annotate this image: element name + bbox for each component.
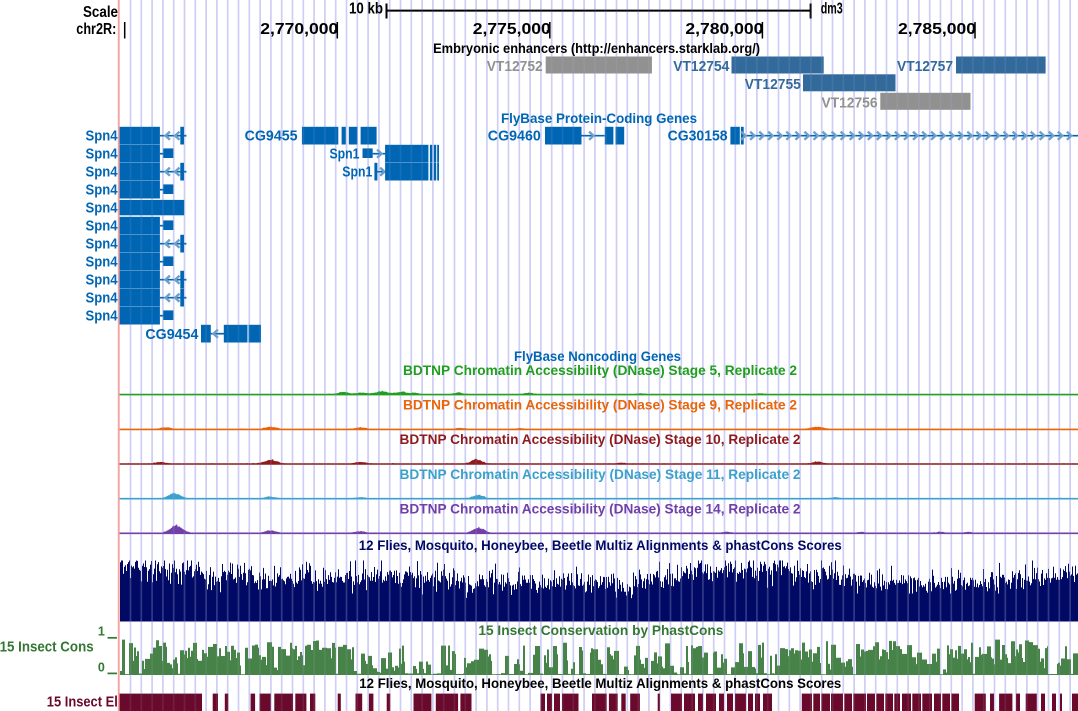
svg-text:BDTNP Chromatin Accessibility: BDTNP Chromatin Accessibility (DNase) St…	[400, 466, 801, 482]
svg-text:BDTNP Chromatin Accessibility: BDTNP Chromatin Accessibility (DNase) St…	[403, 362, 797, 378]
svg-text:CG9455: CG9455	[245, 128, 298, 145]
svg-text:2,780,000: 2,780,000	[685, 21, 763, 38]
svg-text:2,775,000: 2,775,000	[473, 21, 551, 38]
svg-text:0: 0	[98, 661, 105, 675]
svg-text:Spn4: Spn4	[86, 308, 119, 325]
svg-text:Spn4: Spn4	[86, 182, 119, 199]
svg-text:VT12752: VT12752	[487, 58, 543, 75]
svg-text:2,770,000: 2,770,000	[260, 21, 338, 38]
svg-text:Embryonic enhancers (http://en: Embryonic enhancers (http://enhancers.st…	[433, 41, 760, 56]
svg-text:Spn4: Spn4	[86, 128, 119, 145]
svg-text:dm3: dm3	[821, 0, 843, 17]
svg-text:Spn1: Spn1	[342, 164, 372, 181]
svg-text:VT12756: VT12756	[822, 94, 878, 111]
svg-text:Spn4: Spn4	[86, 236, 119, 253]
svg-text:15 Insect Conservation by Phas: 15 Insect Conservation by PhastCons	[478, 622, 723, 638]
svg-text:CG9460: CG9460	[488, 128, 541, 145]
svg-text:Scale: Scale	[83, 4, 118, 21]
svg-text:Spn1: Spn1	[330, 146, 360, 163]
svg-text:Spn4: Spn4	[86, 254, 119, 271]
svg-text:Spn4: Spn4	[86, 218, 119, 235]
svg-text:FlyBase Noncoding Genes: FlyBase Noncoding Genes	[514, 348, 681, 364]
svg-text:BDTNP Chromatin Accessibility: BDTNP Chromatin Accessibility (DNase) St…	[400, 431, 801, 447]
svg-text:12 Flies, Mosquito, Honeybee,: 12 Flies, Mosquito, Honeybee, Beetle Mul…	[359, 537, 842, 553]
svg-text:VT12757: VT12757	[897, 58, 953, 75]
svg-text:15 Insect El: 15 Insect El	[47, 693, 118, 710]
svg-text:12 Flies, Mosquito, Honeybee,: 12 Flies, Mosquito, Honeybee, Beetle Mul…	[359, 675, 841, 691]
svg-text:BDTNP Chromatin Accessibility: BDTNP Chromatin Accessibility (DNase) St…	[400, 501, 801, 517]
svg-text:chr2R:: chr2R:	[76, 21, 116, 38]
svg-text:Spn4: Spn4	[86, 146, 119, 163]
svg-text:VT12754: VT12754	[673, 58, 730, 75]
svg-text:Spn4: Spn4	[86, 200, 119, 217]
svg-text:1: 1	[98, 625, 105, 639]
svg-text:15 Insect Cons: 15 Insect Cons	[0, 638, 94, 655]
svg-text:CG9454: CG9454	[145, 326, 199, 343]
svg-text:Spn4: Spn4	[86, 164, 119, 181]
svg-text:VT12755: VT12755	[745, 76, 801, 93]
svg-text:Spn4: Spn4	[86, 290, 119, 307]
svg-text:Spn4: Spn4	[86, 272, 119, 289]
svg-text:10 kb: 10 kb	[349, 1, 383, 18]
svg-text:CG30158: CG30158	[668, 128, 728, 145]
svg-text:BDTNP Chromatin Accessibility: BDTNP Chromatin Accessibility (DNase) St…	[403, 397, 797, 413]
svg-text:2,785,000: 2,785,000	[898, 21, 976, 38]
svg-text:FlyBase Protein-Coding Genes: FlyBase Protein-Coding Genes	[501, 110, 697, 126]
